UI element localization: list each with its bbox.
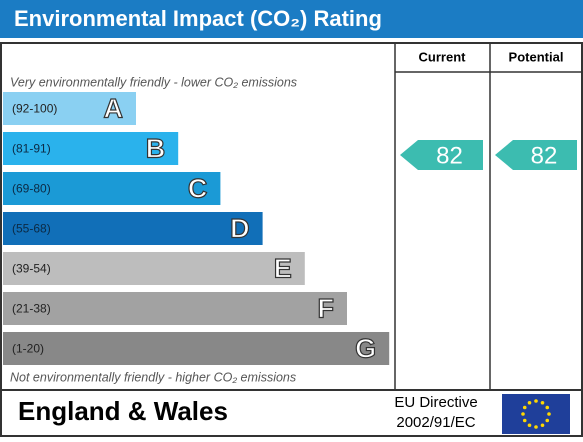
eu-star: [540, 400, 545, 405]
directive: EU Directive: [394, 394, 477, 411]
eu-star: [545, 418, 550, 423]
band-letter: B: [146, 134, 166, 164]
eu-star: [534, 399, 538, 403]
band-range: (92-100): [12, 102, 57, 116]
rating-arrow: [400, 140, 483, 170]
column-header: Current: [419, 49, 467, 64]
region: England & Wales: [18, 396, 228, 426]
band-letter: C: [188, 174, 208, 204]
band-range: (1-20): [12, 342, 44, 356]
eu-star: [522, 405, 527, 410]
top-note: Very environmentally friendly - lower CO…: [10, 75, 297, 89]
rating-value: 82: [436, 142, 463, 169]
band-letter: D: [230, 214, 250, 244]
eu-star: [547, 412, 551, 416]
band-letter: G: [355, 334, 376, 364]
band-range: (39-54): [12, 262, 51, 276]
band-letter: A: [104, 94, 124, 124]
band: [3, 332, 390, 365]
eu-stars: [521, 399, 551, 429]
eu-star: [521, 412, 525, 416]
column-header: Potential: [509, 49, 564, 64]
eu-star: [534, 425, 538, 429]
band: [3, 212, 263, 245]
directive-code: 2002/91/EC: [396, 414, 475, 431]
band-range: (21-38): [12, 302, 51, 316]
band-letter: E: [274, 254, 292, 284]
band: [3, 92, 136, 125]
eu-star: [527, 400, 532, 405]
title-bar: [0, 0, 583, 38]
eu-star: [522, 418, 527, 423]
eu-star: [545, 405, 550, 410]
band-range: (55-68): [12, 222, 51, 236]
band-range: (81-91): [12, 142, 51, 156]
rating-arrow: [495, 140, 577, 170]
band: [3, 132, 179, 165]
band: [3, 292, 347, 325]
eu-star: [527, 423, 532, 428]
bottom-note: Not environmentally friendly - higher CO…: [10, 370, 296, 384]
eu-star: [540, 423, 545, 428]
title: Environmental Impact (CO₂) Rating: [14, 6, 382, 31]
rating-value: 82: [531, 142, 558, 169]
band: [3, 252, 305, 285]
band: [3, 172, 221, 205]
band-letter: F: [318, 294, 335, 324]
band-range: (69-80): [12, 182, 51, 196]
